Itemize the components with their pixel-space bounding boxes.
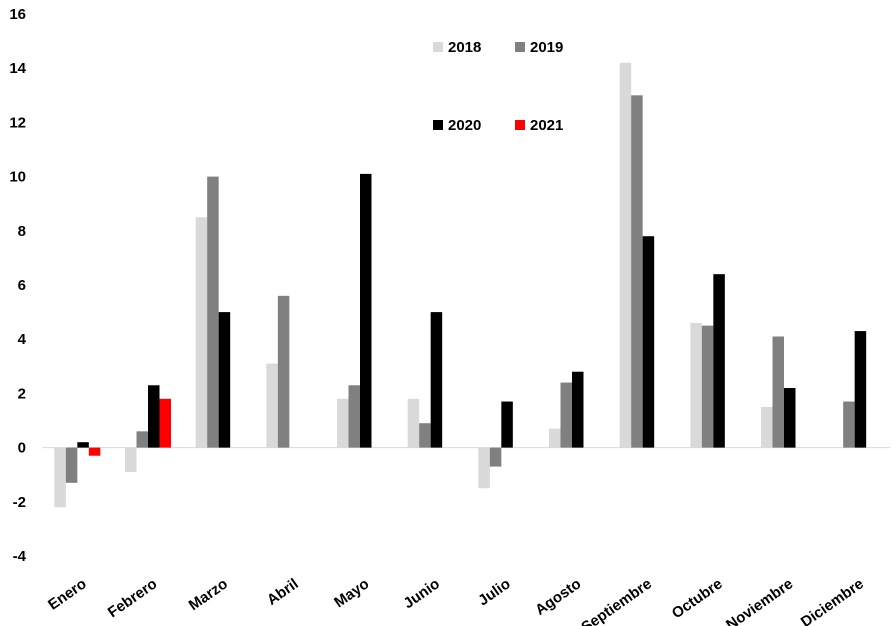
bars-group (54, 62, 867, 508)
legend-label-2019: 2019 (530, 39, 563, 56)
bar-2020-marzo (218, 312, 231, 448)
x-tick-label: Agosto (532, 575, 584, 619)
bar-2018-septiembre (619, 62, 632, 448)
y-tick-label: 12 (9, 114, 26, 131)
bar-2018-julio (478, 447, 490, 489)
x-tick-label: Junio (400, 575, 443, 612)
bar-2020-julio (501, 401, 513, 448)
bar-2018-octubre (690, 322, 702, 448)
bar-2020-febrero (148, 385, 160, 448)
bar-2019-noviembre (772, 336, 784, 448)
x-tick-label: Diciembre (798, 575, 867, 626)
bar-2018-junio (407, 398, 420, 448)
bar-2018-agosto (549, 428, 561, 448)
bar-2019-octubre (701, 325, 714, 448)
bar-2020-agosto (572, 371, 584, 448)
x-tick-label: Febrero (105, 575, 161, 621)
legend-swatch-2019 (515, 42, 525, 52)
bar-2018-mayo (337, 398, 349, 448)
y-tick-label: 16 (9, 6, 26, 23)
bar-2018-marzo (195, 217, 208, 448)
bar-2020-enero (77, 442, 89, 448)
x-tick-label: Septiembre (578, 575, 655, 626)
y-tick-label: 14 (9, 60, 26, 77)
bar-2020-noviembre (784, 387, 796, 448)
bar-2019-marzo (207, 176, 219, 448)
bar-2018-enero (54, 447, 66, 508)
bar-2019-diciembre (843, 401, 855, 448)
y-tick-label: 2 (18, 385, 26, 402)
x-axis-category-labels: Enero Febrero Marzo Abril Mayo Junio Julio Agos… (45, 575, 867, 626)
bar-2019-septiembre (631, 95, 643, 448)
bar-2019-agosto (560, 382, 572, 448)
y-tick-label: -2 (13, 494, 26, 511)
y-tick-label: -4 (13, 548, 27, 565)
bar-2019-febrero (136, 431, 148, 448)
bar-2020-octubre (713, 274, 725, 448)
y-tick-label: 8 (18, 223, 26, 240)
bar-2019-abril (277, 295, 290, 448)
x-tick-label: Enero (45, 575, 90, 613)
bar-2018-abril (266, 363, 278, 448)
y-tick-label: 6 (18, 277, 26, 294)
bar-2021-enero (88, 447, 101, 456)
legend-swatch-2020 (433, 120, 443, 130)
bar-2020-mayo (360, 173, 372, 448)
legend-swatch-2021 (515, 120, 525, 130)
y-tick-label: 4 (18, 331, 27, 348)
bar-2019-julio (489, 447, 502, 467)
legend-label-2021: 2021 (530, 117, 563, 134)
x-tick-label: Noviembre (723, 575, 796, 626)
bar-2019-enero (65, 447, 78, 483)
x-tick-label: Marzo (186, 575, 231, 614)
y-tick-label: 0 (18, 440, 26, 457)
x-tick-label: Abril (264, 575, 302, 609)
legend-label-2020: 2020 (448, 117, 481, 134)
bar-2019-junio (419, 423, 431, 448)
bar-2019-mayo (348, 385, 360, 448)
legend-label-2018: 2018 (448, 39, 481, 56)
y-tick-label: 10 (9, 169, 26, 186)
x-tick-label: Octubre (669, 575, 726, 622)
legend-swatch-2018 (433, 42, 443, 52)
bar-2021-febrero (159, 398, 171, 448)
legend: 2018 2019 2020 2021 (433, 39, 563, 134)
x-tick-label: Mayo (331, 575, 372, 611)
y-axis-tick-labels: -4 -2 0 2 4 6 8 10 12 14 16 (9, 6, 26, 565)
bar-2020-septiembre (642, 236, 655, 448)
bar-2018-febrero (125, 447, 137, 472)
x-tick-label: Julio (475, 575, 513, 609)
bar-2020-diciembre (854, 331, 867, 448)
bar-2020-junio (430, 312, 443, 448)
bar-2018-noviembre (761, 406, 773, 448)
